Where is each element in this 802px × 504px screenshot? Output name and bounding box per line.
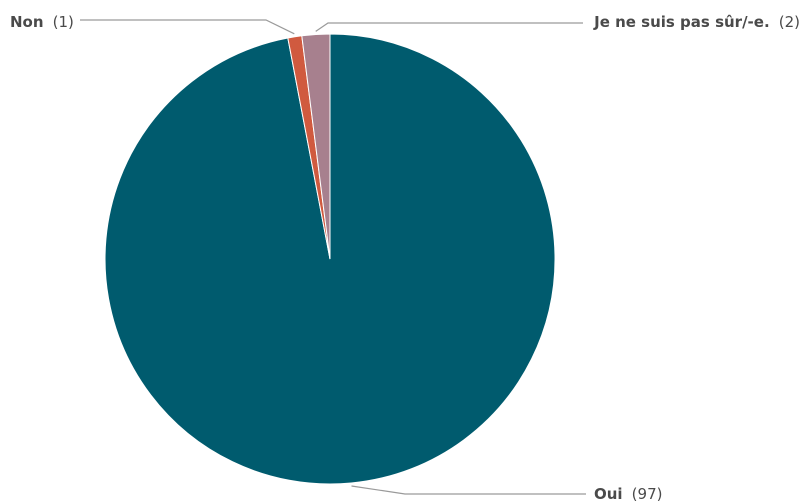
leader-line-unsure bbox=[315, 22, 583, 32]
pie-slice-2 bbox=[301, 33, 331, 260]
leader-line-oui bbox=[351, 485, 586, 495]
slice-label-oui: Oui bbox=[594, 485, 623, 503]
leader-line-non bbox=[80, 19, 295, 35]
slice-label-unsure: Je ne suis pas sûr/-e. bbox=[593, 13, 770, 31]
svg-text:Je ne suis pas sûr/-e. (: Je ne suis pas sûr/-e. (2) bbox=[593, 12, 800, 31]
slice-count-non: (1) bbox=[53, 13, 74, 31]
slice-label-non: Non bbox=[10, 13, 44, 31]
label-oui: Oui (97) bbox=[594, 484, 662, 503]
label-unsure: Je ne suis pas sûr/-e. (2) bbox=[593, 12, 800, 31]
pie-slices bbox=[104, 33, 556, 485]
slice-count-unsure: (2) bbox=[779, 13, 800, 31]
leader-lines bbox=[80, 19, 586, 495]
svg-text:Non (1): Non (1) bbox=[10, 12, 74, 31]
slice-count-oui: (97) bbox=[632, 485, 663, 503]
label-non: Non (1) bbox=[10, 12, 74, 31]
svg-text:Oui (97): Oui (97) bbox=[594, 484, 662, 503]
